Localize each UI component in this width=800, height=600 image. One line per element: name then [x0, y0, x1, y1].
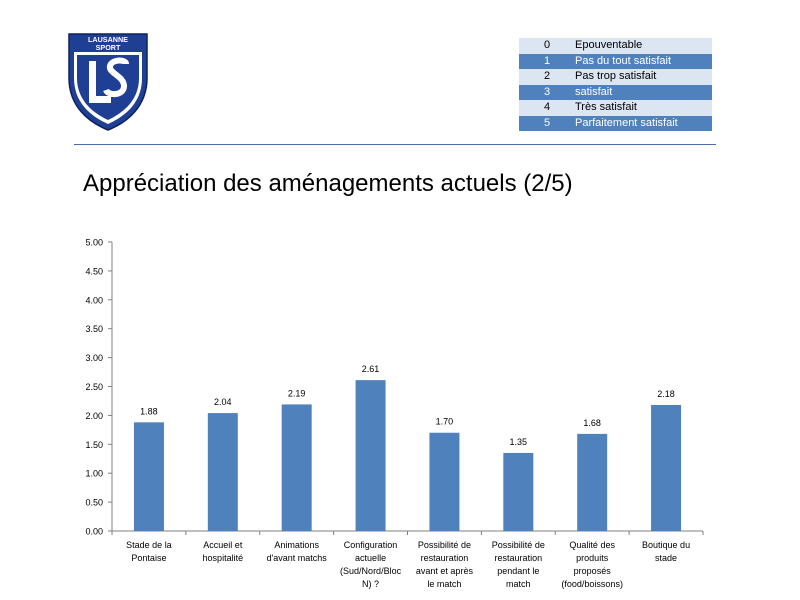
category-label-line: (Sud/Nord/Bloc: [340, 566, 402, 576]
legend-value: 5: [519, 115, 575, 131]
category-label: Animations d'avant matchs: [267, 540, 328, 563]
bar: [281, 404, 312, 531]
y-tick-label: 3.50: [85, 324, 103, 334]
bar: [651, 404, 682, 531]
legend-label: Parfaitement satisfait: [575, 115, 712, 131]
y-tick-label: 0.00: [85, 527, 103, 537]
category-label-line: Stade de la: [126, 540, 172, 550]
y-tick-label: 2.00: [85, 411, 103, 421]
legend-row-0: 0 Epouventable: [519, 38, 712, 54]
category-label-line: le match: [427, 579, 461, 589]
bar-value-label: 2.18: [657, 389, 675, 399]
bar: [355, 380, 386, 531]
category-label: Boutique du stade: [642, 540, 690, 563]
legend-row-1: 1 Pas du tout satisfait: [519, 53, 712, 69]
legend-value: 3: [519, 84, 575, 100]
category-label: Possibilité de restauration pendant le matc…: [492, 540, 545, 589]
legend-value: 0: [519, 38, 575, 54]
y-tick-label: 0.50: [85, 498, 103, 508]
category-label-line: Possibilité de: [418, 540, 471, 550]
category-label-line: Accueil et: [203, 540, 243, 550]
legend-value: 2: [519, 69, 575, 85]
chart-title: Appréciation des aménagements actuels (2…: [83, 170, 573, 197]
y-tick-label: 1.00: [85, 469, 103, 479]
legend-label: Pas du tout satisfait: [575, 53, 712, 69]
category-label: Configuration actuelle (Sud/Nord/Bloc N) ?: [340, 540, 402, 589]
bar-value-label: 2.61: [362, 364, 380, 374]
legend-row-2: 2 Pas trop satisfait: [519, 69, 712, 85]
category-label: Stade de la Pontaise: [126, 540, 172, 563]
category-label-line: actuelle: [355, 553, 386, 563]
bar-value-label: 1.35: [510, 437, 528, 447]
logo-text-line-1: LAUSANNE: [88, 35, 128, 44]
bar: [207, 413, 238, 531]
category-label: Possibilité de restauration avant et après…: [416, 540, 474, 589]
category-label-line: pendant le: [497, 566, 539, 576]
legend-label: Très satisfait: [575, 100, 712, 116]
bar-value-label: 2.04: [214, 397, 232, 407]
logo-text-line-2: SPORT: [96, 43, 121, 52]
legend-row-3: 3 satisfait: [519, 84, 712, 100]
y-tick-label: 1.50: [85, 440, 103, 450]
category-label-line: Qualité des: [569, 540, 615, 550]
rating-legend: 0 Epouventable 1 Pas du tout satisfait 2…: [519, 38, 712, 131]
category-label-line: restauration: [495, 553, 543, 563]
bar: [133, 422, 164, 531]
bar-value-label: 1.88: [140, 406, 158, 416]
bar-value-label: 1.68: [583, 418, 601, 428]
category-label-line: N) ?: [362, 579, 379, 589]
legend-row-5: 5 Parfaitement satisfait: [519, 115, 712, 131]
legend-row-4: 4 Très satisfait: [519, 100, 712, 116]
y-tick-label: 4.50: [85, 266, 103, 276]
category-label-line: produits: [576, 553, 609, 563]
category-label-line: stade: [655, 553, 677, 563]
category-label-line: Boutique du: [642, 540, 690, 550]
category-label-line: restauration: [421, 553, 469, 563]
legend-value: 4: [519, 100, 575, 116]
lausanne-sport-logo: LAUSANNE SPORT: [68, 33, 148, 131]
category-label-line: (food/boissons): [561, 579, 623, 589]
category-label-line: d'avant matchs: [267, 553, 328, 563]
legend-label: Pas trop satisfait: [575, 69, 712, 85]
category-label: Qualité des produits proposés (food/boisson…: [561, 540, 623, 589]
category-label-line: proposés: [574, 566, 612, 576]
category-label: Accueil et hospitalité: [203, 540, 244, 563]
bar: [503, 452, 534, 531]
y-tick-label: 5.00: [85, 238, 103, 248]
legend-label: satisfait: [575, 84, 712, 100]
header-divider: [74, 144, 716, 145]
y-tick-label: 4.00: [85, 295, 103, 305]
category-label-line: Animations: [274, 540, 319, 550]
bar: [429, 432, 460, 531]
legend-label: Epouventable: [575, 38, 712, 54]
category-label-line: avant et après: [416, 566, 474, 576]
y-tick-label: 3.00: [85, 353, 103, 363]
legend-value: 1: [519, 53, 575, 69]
bar-value-label: 2.19: [288, 388, 306, 398]
bar-value-label: 1.70: [436, 417, 454, 427]
bar: [577, 433, 608, 531]
category-label-line: Pontaise: [131, 553, 166, 563]
category-label-line: Configuration: [344, 540, 398, 550]
y-tick-label: 2.50: [85, 382, 103, 392]
category-label-line: match: [506, 579, 531, 589]
category-label-line: Possibilité de: [492, 540, 545, 550]
category-label-line: hospitalité: [203, 553, 244, 563]
